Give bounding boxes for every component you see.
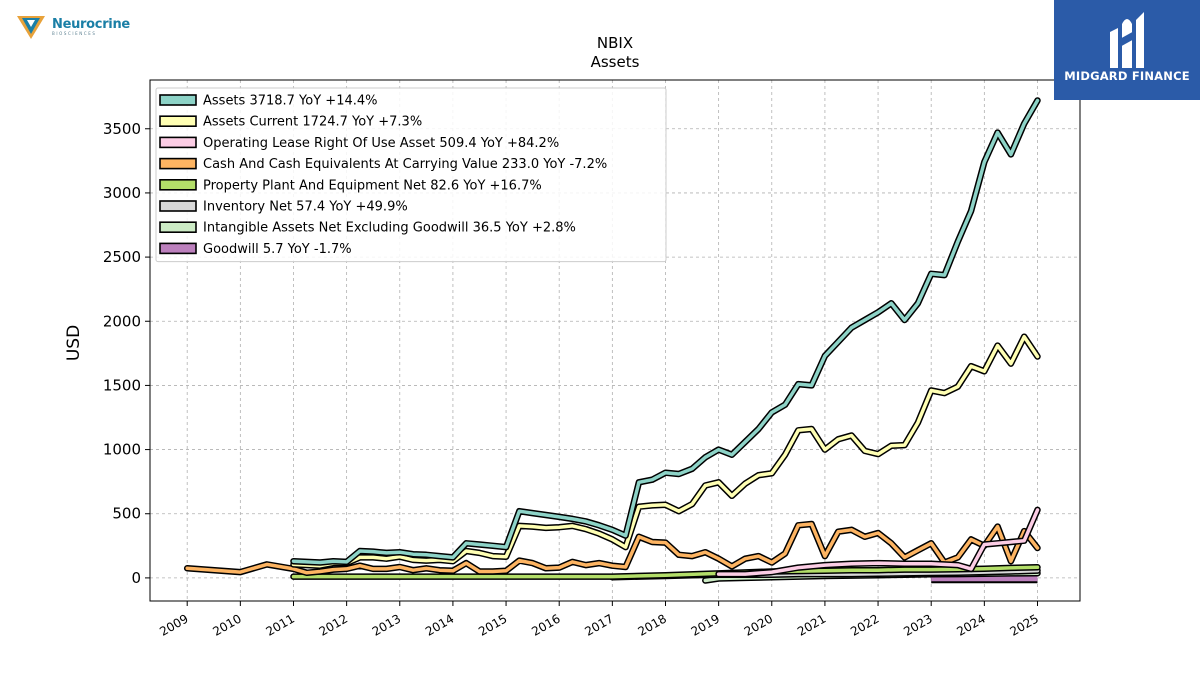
legend-item[interactable]: Assets Current 1724.7 YoY +7.3% [159,115,422,130]
legend-label: Cash And Cash Equivalents At Carrying Va… [203,157,607,172]
x-tick-label: 2020 [742,611,775,638]
legend-label: Assets Current 1724.7 YoY +7.3% [203,115,422,130]
x-tick-label: 2013 [370,611,403,638]
x-tick-label: 2018 [636,611,669,638]
legend-item[interactable]: Property Plant And Equipment Net 82.6 Yo… [159,178,542,193]
legend-swatch [159,136,197,149]
legend-swatch [159,157,197,170]
chart-subtitle: Assets [591,53,640,71]
legend-label: Property Plant And Equipment Net 82.6 Yo… [203,178,542,193]
legend-item[interactable]: Cash And Cash Equivalents At Carrying Va… [159,157,607,172]
legend-item[interactable]: Goodwill 5.7 YoY -1.7% [159,242,352,257]
x-tick-label: 2021 [795,611,828,638]
series-assets [290,97,1041,566]
series-cash-and-cash-equivalents-at-carrying-value [183,520,1041,577]
series-line [291,334,1040,568]
x-tick-label: 2017 [582,611,615,638]
series-line [291,565,1040,579]
legend-item[interactable]: Assets 3718.7 YoY +14.4% [159,94,378,109]
legend-label: Goodwill 5.7 YoY -1.7% [203,242,352,257]
series-line [291,98,1040,565]
legend-box [155,87,667,263]
neurocrine-wordmark: Neurocrine [52,16,130,32]
legend-swatch [159,200,197,212]
y-tick-label: 500 [112,505,141,523]
y-tick-label: 2000 [103,312,141,330]
neurocrine-mark-icon [17,16,45,39]
y-tick-label: 2500 [103,248,141,266]
series-layer [183,97,1041,584]
legend-swatch [159,179,197,191]
y-tick-label: 0 [131,569,141,587]
midgard-wordmark: MIDGARD FINANCE [1064,69,1190,83]
legend-label: Intangible Assets Net Excluding Goodwill… [203,221,576,236]
series-line [185,522,1040,575]
x-tick-label: 2019 [689,611,722,638]
neurocrine-tagline: BIOSCIENCES [52,30,97,36]
midgard-finance-logo: MIDGARD FINANCE [1054,0,1200,100]
y-tick-label: 3500 [103,120,141,138]
y-tick-label: 1000 [103,441,141,459]
legend-item[interactable]: Operating Lease Right Of Use Asset 509.4… [159,136,559,151]
legend[interactable]: Assets 3718.7 YoY +14.4% Assets Current 1… [155,87,667,263]
plot-frame [149,79,1081,602]
legend-item[interactable]: Intangible Assets Net Excluding Goodwill… [159,221,576,236]
legend-label: Operating Lease Right Of Use Asset 509.4… [203,136,559,151]
y-tick-label: 3000 [103,184,141,202]
series-property-plant-and-equipment-net [290,564,1041,580]
chart-title: NBIX [597,34,633,52]
legend-item[interactable]: Inventory Net 57.4 YoY +49.9% [159,200,408,215]
x-tick-label: 2009 [157,611,190,638]
x-tick-label: 2011 [264,611,297,638]
x-tick-label: 2024 [954,611,987,638]
x-tick-label: 2023 [901,611,934,638]
legend-label: Assets 3718.7 YoY +14.4% [203,94,378,109]
midgard-mark-icon [1110,12,1144,68]
y-axis-label: USD [64,325,84,361]
neurocrine-logo: Neurocrine BIOSCIENCES [16,14,130,40]
legend-label: Inventory Net 57.4 YoY +49.9% [203,200,408,215]
legend-swatch [159,242,197,255]
legend-swatch [159,221,197,233]
x-tick-label: 2022 [848,611,881,638]
series-assets-current [290,333,1041,569]
x-tick-label: 2015 [476,611,509,638]
x-tick-label: 2014 [423,611,456,638]
y-tick-label: 1500 [103,376,141,394]
legend-swatch [159,94,197,106]
series-operating-lease-right-of-use-asset [715,506,1041,578]
x-tick-label: 2012 [317,611,350,638]
legend-swatch [159,115,197,127]
x-tick-label: 2016 [529,611,562,638]
x-tick-label: 2010 [210,611,243,638]
series-line [716,508,1040,576]
x-tick-label: 2025 [1008,611,1041,638]
